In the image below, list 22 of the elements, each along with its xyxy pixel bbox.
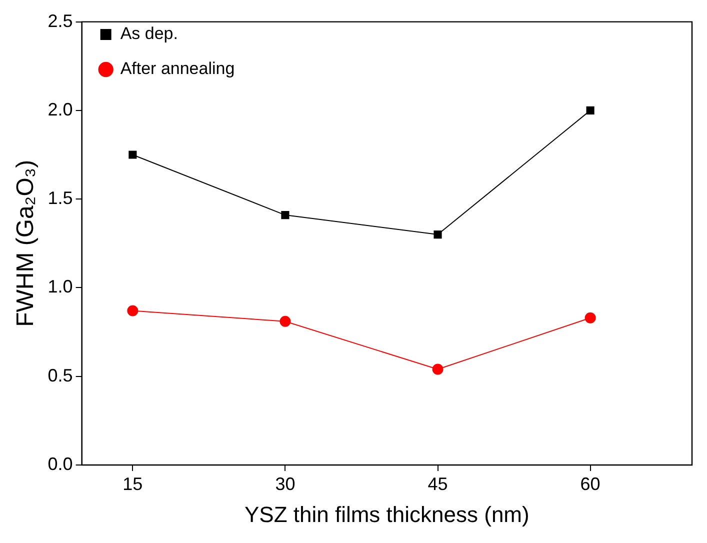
x-axis-title: YSZ thin films thickness (nm) [244, 502, 530, 527]
x-tick-label: 60 [580, 474, 600, 494]
y-tick-label: 0.0 [48, 454, 73, 474]
point [586, 106, 594, 114]
x-tick-label: 45 [428, 474, 448, 494]
y-tick-label: 0.5 [48, 365, 73, 386]
legend-label: After annealing [120, 59, 235, 78]
legend-label: As dep. [120, 24, 178, 44]
point [432, 364, 444, 375]
point [127, 305, 138, 316]
point [128, 150, 137, 159]
y-tick-label: 1.5 [48, 188, 73, 208]
y-axis-title: FWHM (Ga₂O₃) [12, 160, 40, 327]
y-tick-label: 2.5 [48, 10, 73, 31]
point [281, 211, 290, 220]
point [584, 312, 596, 324]
y-tick-label: 2.0 [48, 99, 73, 120]
y-tick-label: 1.0 [48, 276, 73, 297]
point [434, 230, 442, 239]
point [280, 316, 291, 327]
x-tick-label: 15 [122, 474, 143, 494]
x-tick-label: 30 [275, 474, 296, 494]
